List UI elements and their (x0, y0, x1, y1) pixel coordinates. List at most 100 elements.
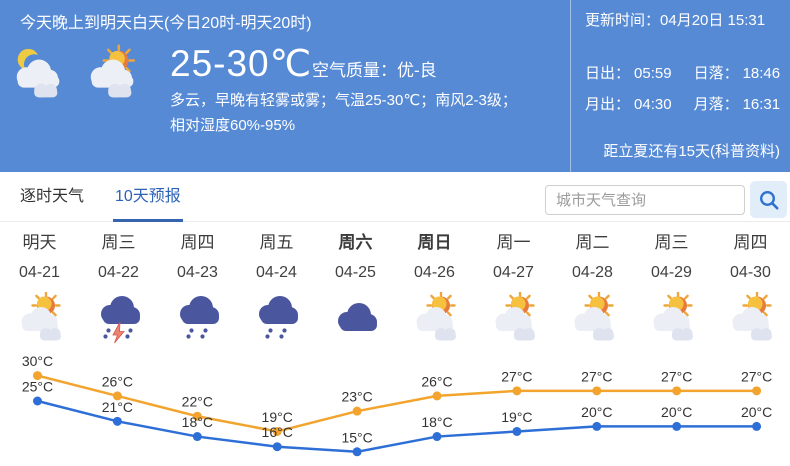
weather-description-line1: 多云，早晚有轻雾或雾；气温25-30℃；南风2-3级； (170, 92, 517, 109)
sunrise-time: 05:59 (634, 65, 672, 82)
low-temp-point (432, 432, 442, 442)
high-temp-point (752, 386, 762, 396)
low-temp-point (512, 426, 522, 436)
day-date: 04-25 (335, 264, 376, 281)
low-temp-line (37, 399, 757, 454)
update-time-value: 04月20日 15:31 (660, 12, 766, 29)
search-icon (759, 190, 779, 210)
moonrise-label: 月出： (585, 96, 631, 113)
high-temp-label: 23°C (341, 389, 372, 405)
day-date: 04-24 (256, 264, 297, 281)
moonset-label: 月落： (693, 96, 739, 113)
forecast-day-column[interactable]: 周一 04-27 (474, 228, 553, 344)
sun-cloud-icon (395, 292, 474, 344)
update-time-label: 更新时间： (585, 12, 661, 29)
air-quality: 空气质量：优-良 (312, 56, 437, 81)
air-quality-value: 优-良 (397, 61, 437, 80)
forecast-day-column[interactable]: 周四 04-30 (711, 228, 790, 344)
high-temp-label: 27°C (581, 368, 612, 384)
low-temp-label: 25°C (22, 379, 53, 395)
forecast-day-column[interactable]: 明天 04-21 (0, 228, 79, 344)
sunset-time: 18:46 (742, 65, 781, 82)
low-temp-label: 16°C (262, 424, 293, 440)
air-quality-label: 空气质量： (312, 61, 397, 80)
header-divider (570, 0, 571, 172)
high-temp-point (512, 386, 522, 396)
day-date: 04-29 (651, 264, 692, 281)
low-temp-label: 21°C (102, 399, 133, 415)
moonset-time: 16:31 (742, 96, 781, 113)
low-temp-label: 18°C (182, 414, 213, 430)
day-date: 04-30 (730, 264, 771, 281)
forecast-row: 明天 04-21 周三 04-22 周四 04-23 周五 04-24 周六 04-25 周日 04-… (0, 228, 790, 344)
low-temp-point (672, 421, 682, 431)
high-temp-label: 19°C (262, 409, 293, 425)
day-name: 周日 (417, 233, 452, 252)
forecast-day-column[interactable]: 周日 04-26 (395, 228, 474, 344)
high-temp-point (592, 386, 602, 396)
sunrise-label: 日出： (585, 65, 631, 82)
day-date: 04-21 (19, 264, 60, 281)
high-temp-point (112, 391, 122, 401)
sun-cloud-icon (0, 292, 79, 344)
rain-icon (158, 292, 237, 344)
low-temp-point (272, 442, 282, 452)
low-temp-label: 15°C (341, 429, 372, 445)
day-name: 周一 (496, 233, 531, 252)
low-temp-label: 20°C (741, 404, 772, 420)
tab-hourly-weather[interactable]: 逐时天气 (20, 188, 85, 205)
day-date: 04-28 (572, 264, 613, 281)
tab-10day-forecast[interactable]: 10天预报 (113, 172, 183, 222)
city-search-input[interactable] (545, 185, 745, 215)
search-button[interactable] (750, 181, 787, 218)
day-name: 明天 (22, 233, 57, 252)
current-weather-icons (8, 44, 144, 108)
sun-cloud-icon (711, 292, 790, 344)
high-temp-point (672, 386, 682, 396)
high-temp-point (192, 411, 202, 421)
low-temp-label: 20°C (661, 404, 692, 420)
high-temp-label: 27°C (741, 368, 772, 384)
temperature-range: 25-30℃ (170, 43, 313, 84)
day-name: 周四 (733, 233, 768, 252)
forecast-day-column[interactable]: 周三 04-22 (79, 228, 158, 344)
sun-times-row: 日出： 05:59 日落： 18:46 (585, 58, 780, 89)
day-date: 04-23 (177, 264, 218, 281)
low-temp-label: 18°C (421, 414, 452, 430)
day-date: 04-22 (98, 264, 139, 281)
forecast-day-column[interactable]: 周二 04-28 (553, 228, 632, 344)
low-temp-point (192, 432, 202, 442)
solar-term-note[interactable]: 距立夏还有15天(科普资料) (603, 143, 780, 160)
day-date: 04-27 (493, 264, 534, 281)
low-temp-point (752, 421, 762, 431)
low-temp-point (33, 396, 42, 406)
low-temp-point (352, 447, 362, 457)
forecast-day-column[interactable]: 周三 04-29 (632, 228, 711, 344)
sun-cloud-icon (90, 44, 136, 98)
day-name: 周二 (575, 233, 610, 252)
rain-icon (237, 292, 316, 344)
low-temp-label: 19°C (501, 409, 532, 425)
high-temp-point (272, 426, 282, 436)
sun-cloud-icon (553, 292, 632, 344)
high-temp-point (352, 406, 362, 416)
update-time: 更新时间：04月20日 15:31 (585, 9, 765, 30)
moon-cloud-icon (16, 48, 60, 98)
moon-times-row: 月出： 04:30 月落： 16:31 (585, 89, 780, 120)
forecast-day-column[interactable]: 周五 04-24 (237, 228, 316, 344)
weather-description-line2: 相对湿度60%-95% (170, 117, 296, 134)
high-temp-label: 27°C (501, 368, 532, 384)
high-temp-point (432, 391, 442, 401)
low-temp-label: 20°C (581, 404, 612, 420)
forecast-day-column[interactable]: 周六 04-25 (316, 228, 395, 344)
forecast-day-column[interactable]: 周四 04-23 (158, 228, 237, 344)
day-date: 04-26 (414, 264, 455, 281)
sun-cloud-icon (474, 292, 553, 344)
thunderstorm-icon (79, 292, 158, 344)
sunset-label: 日落： (693, 65, 739, 82)
high-temp-line (37, 374, 757, 433)
moonrise-time: 04:30 (634, 96, 672, 113)
header-banner: 今天晚上到明天白天(今日20时-明天20时) (0, 0, 790, 172)
low-temp-point (112, 416, 122, 426)
